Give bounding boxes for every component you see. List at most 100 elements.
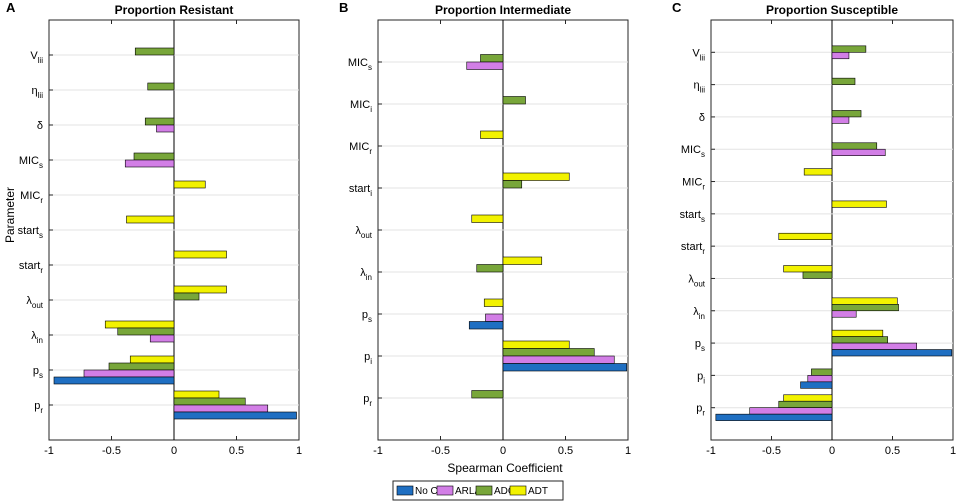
legend-swatch bbox=[436, 485, 454, 496]
bar-adt bbox=[783, 394, 833, 402]
bar-no-ctc bbox=[53, 376, 175, 385]
x-tick-label: -1 bbox=[44, 445, 54, 457]
bar-no-ctc bbox=[502, 363, 628, 372]
x-tick-label: 0 bbox=[500, 445, 506, 457]
bar-adt bbox=[831, 297, 898, 305]
panel-title: Proportion Intermediate bbox=[435, 3, 571, 17]
y-tick-label: ps bbox=[362, 309, 372, 324]
x-tick-label: -0.5 bbox=[762, 445, 781, 457]
bar-adc bbox=[831, 142, 878, 150]
y-tick-label: pr bbox=[363, 393, 372, 408]
x-tick-label: -0.5 bbox=[431, 445, 450, 457]
bar-adc bbox=[480, 54, 504, 63]
bar-adc bbox=[502, 348, 595, 357]
bar-adc bbox=[476, 264, 504, 273]
bar-adc bbox=[831, 336, 888, 344]
bar-adc bbox=[471, 390, 504, 399]
legend-item: No CTC bbox=[396, 485, 451, 497]
bar-adt bbox=[126, 215, 175, 224]
bar-adt bbox=[502, 340, 570, 349]
legend: No CTC ARLA ADC ADT bbox=[392, 480, 564, 501]
bar-adc bbox=[108, 362, 175, 371]
legend-swatch bbox=[509, 485, 527, 496]
y-tick-label: ηlii bbox=[32, 85, 44, 100]
panel-letter: B bbox=[339, 0, 348, 15]
y-tick-label: δ bbox=[37, 120, 43, 132]
y-tick-label: λout bbox=[355, 225, 372, 240]
bar-adt bbox=[173, 250, 227, 259]
bar-adc bbox=[831, 77, 856, 85]
x-tick-label: 0.5 bbox=[885, 445, 900, 457]
bar-arla bbox=[173, 404, 269, 413]
y-tick-label: MICs bbox=[348, 57, 372, 72]
y-tick-label: λin bbox=[360, 267, 372, 282]
bar-arla bbox=[156, 124, 175, 133]
panels-group: A Proportion Resistant -1 -0.5 0 0.5 1 Vlii ηlii… bbox=[6, 0, 956, 457]
y-tick-label: pi bbox=[697, 370, 705, 385]
bar-adt bbox=[783, 265, 833, 273]
bar-adc bbox=[147, 82, 175, 91]
panel-c: C Proportion Susceptible -1 -0.5 0 0.5 1 Vlii ηl… bbox=[672, 0, 956, 457]
y-tick-label: MICr bbox=[682, 177, 705, 192]
legend-label: ADT bbox=[528, 486, 548, 497]
bar-arla bbox=[502, 355, 615, 364]
y-tick-label: starti bbox=[349, 183, 372, 198]
legend-swatch bbox=[475, 485, 493, 496]
panel-b: B Proportion Intermediate -1 -0.5 0 0.5 1 MICs M… bbox=[339, 0, 631, 457]
bar-adt bbox=[173, 390, 220, 399]
x-tick-label: 1 bbox=[625, 445, 631, 457]
legend-swatch bbox=[396, 485, 414, 496]
y-tick-label: MICr bbox=[20, 190, 43, 205]
bar-adt bbox=[129, 355, 175, 364]
y-tick-label: ηlii bbox=[694, 80, 706, 95]
bar-adc bbox=[144, 117, 175, 126]
x-tick-label: 0.5 bbox=[558, 445, 573, 457]
y-tick-label: startr bbox=[681, 241, 705, 256]
legend-item: ARLA bbox=[436, 485, 481, 497]
y-tick-label: pr bbox=[696, 403, 705, 418]
x-tick-label: 1 bbox=[950, 445, 956, 457]
legend-item: ADT bbox=[509, 485, 548, 497]
bar-adt bbox=[502, 172, 570, 181]
bar-adc bbox=[134, 47, 175, 56]
bar-adt bbox=[173, 180, 206, 189]
bar-adc bbox=[502, 96, 526, 105]
x-tick-label: 0 bbox=[829, 445, 835, 457]
bar-adt bbox=[480, 130, 504, 139]
bar-arla bbox=[149, 334, 175, 343]
y-tick-label: ps bbox=[33, 365, 43, 380]
legend-label: ARLA bbox=[455, 486, 481, 497]
x-tick-label: -1 bbox=[706, 445, 716, 457]
x-axis-label: Spearman Coefficient bbox=[447, 461, 563, 475]
y-tick-label: pi bbox=[364, 351, 372, 366]
y-tick-label: λin bbox=[31, 330, 43, 345]
bar-adc bbox=[831, 304, 899, 312]
x-tick-label: 0 bbox=[171, 445, 177, 457]
bar-arla bbox=[466, 61, 504, 70]
bar-adt bbox=[831, 329, 884, 337]
bar-adc bbox=[117, 327, 175, 336]
panel-title: Proportion Susceptible bbox=[766, 3, 898, 17]
bar-adt bbox=[173, 285, 227, 294]
bar-arla bbox=[485, 313, 504, 322]
legend-label: No CTC bbox=[415, 486, 451, 497]
y-tick-label: Vlii bbox=[692, 47, 705, 62]
bar-adc bbox=[133, 152, 175, 161]
y-tick-label: Vlii bbox=[30, 50, 43, 65]
bar-adc bbox=[778, 400, 833, 408]
bar-no-ctc bbox=[715, 413, 833, 421]
panel-letter: C bbox=[672, 0, 682, 15]
y-tick-label: starts bbox=[680, 209, 705, 224]
x-tick-label: -1 bbox=[373, 445, 383, 457]
bar-adt bbox=[778, 232, 833, 240]
bar-adc bbox=[831, 110, 862, 118]
bar-no-ctc bbox=[800, 381, 833, 389]
bar-adc bbox=[173, 397, 246, 406]
y-tick-label: starts bbox=[18, 225, 43, 240]
bar-arla bbox=[831, 342, 917, 350]
x-tick-label: -0.5 bbox=[102, 445, 121, 457]
y-tick-label: λout bbox=[26, 295, 43, 310]
bar-arla bbox=[831, 52, 850, 60]
bar-arla bbox=[831, 116, 850, 124]
x-tick-label: 0.5 bbox=[229, 445, 244, 457]
